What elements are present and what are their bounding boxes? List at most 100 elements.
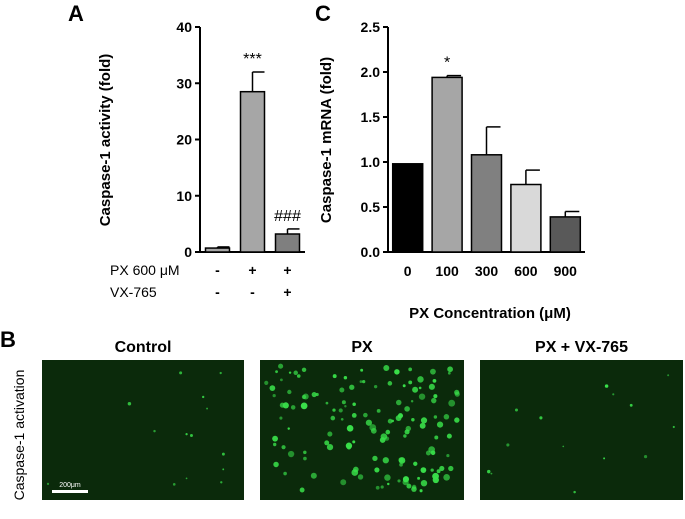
fluorescent-cell [303,456,307,461]
fluorescent-cell [288,371,292,374]
fluorescent-cell [269,385,276,391]
fluorescent-cell [351,413,357,418]
fluorescent-cell [397,413,404,419]
fluorescent-cell [376,408,381,413]
fluorescent-cell [418,386,422,390]
fluorescent-cell [603,457,606,460]
chart-c-ytick-label: 0.0 [361,244,381,260]
fluorescent-cell [402,479,409,486]
fluorescent-cell [296,374,301,378]
treatment-mark: - [215,262,220,278]
fluorescent-cell [283,471,287,476]
micrograph-row-label: Caspase-1 activation [11,370,27,501]
fluorescent-cell [404,406,410,412]
fluorescent-cell [418,393,426,400]
fluorescent-cell [408,380,413,385]
chart-c-ytick-label: 1.0 [361,154,381,170]
fluorescent-cell [303,450,307,455]
fluorescent-cell [667,374,670,377]
micrograph-panel: Caspase-1 activation Control PX PX + VX-76… [11,339,683,500]
chart-c-category-label: 0 [404,263,412,279]
fluorescent-cell [222,468,225,471]
fluorescent-cell [287,389,292,395]
fluorescent-cell [387,381,393,386]
fluorescent-cell [433,394,438,399]
fluorescent-cell [573,490,576,494]
fluorescent-cell [278,363,284,369]
fluorescent-cell [506,443,510,447]
fluorescent-cell [431,397,437,404]
fluorescent-cell [275,370,278,374]
scale-bar [52,490,88,493]
chart-c-category-label: 900 [554,263,578,279]
fluorescent-cell [399,462,403,467]
fluorescent-cell [345,442,353,449]
fluorescent-cell [351,469,359,476]
fluorescent-cell [408,367,413,372]
fluorescent-cell [293,370,298,376]
fluorescent-cell [346,425,354,432]
fluorescent-cell [299,487,305,493]
micrograph-image [480,360,683,500]
fluorescent-cell [436,469,441,474]
fluorescent-cell [432,472,439,480]
fluorescent-cell [375,485,380,490]
fluorescent-cell [219,371,222,375]
fluorescent-cell [373,385,378,389]
chart-a-ytick-label: 40 [176,19,192,35]
chart-a-bar [204,247,231,253]
fluorescent-cell [362,379,366,384]
chart-c-bar [510,183,542,253]
chart-c-category-label: 600 [514,263,538,279]
fluorescent-cell [380,485,384,489]
fluorescent-cell [419,422,426,429]
treatment-mark: + [248,262,256,278]
fluorescent-cell [338,408,343,413]
fluorescent-cell [436,421,444,428]
fluorescent-cell [343,375,348,380]
fluorescent-cell [374,467,380,473]
fluorescent-cell [220,481,223,484]
chart-c-significance-label: * [444,55,450,72]
chart-a-ytick-label: 30 [176,75,192,91]
fluorescent-cell [340,479,347,486]
scale-bar-label: 200μm [59,482,81,489]
fluorescent-cell [325,401,329,405]
fluorescent-cell [341,400,346,405]
fluorescent-cell [419,489,423,493]
fluorescent-cell [490,472,493,475]
chart-a-ytick-label: 10 [176,188,192,204]
fluorescent-cell [287,427,290,430]
fluorescent-cell [604,384,609,388]
chart-c-xlabel: PX Concentration (μM) [409,305,571,322]
fluorescent-cell [448,399,456,407]
fluorescent-cell [344,405,347,408]
treatment-mark: - [215,284,220,300]
chart-a-ylabel: Caspase-1 activity (fold) [97,54,114,227]
fluorescent-cell [332,408,336,412]
fluorescent-cell [281,445,286,450]
fluorescent-cell [273,461,279,468]
fluorescent-cell [443,474,450,481]
fluorescent-cell [279,416,283,420]
fluorescent-cell [349,384,355,390]
panel-letter-c: C [315,1,331,26]
fluorescent-cell [280,378,283,382]
fluorescent-cell [434,435,439,440]
fluorescent-cell [332,374,337,379]
micrograph-title: PX [351,339,373,356]
fluorescent-cell [127,402,132,406]
micrograph-title: PX + VX-765 [535,339,628,356]
fluorescent-cell [448,465,454,472]
fluorescent-cell [487,469,491,474]
fluorescent-cell [411,486,417,492]
fluorescent-cell [383,365,390,372]
fluorescent-cell [202,395,205,399]
fluorescent-cell [179,371,183,375]
fluorescent-cell [672,425,675,429]
fluorescent-cell [357,474,364,480]
fluorescent-cell [340,417,344,421]
fluorescent-cell [417,476,421,480]
fluorescent-cell [272,435,278,442]
panel-letter-b: B [0,327,16,352]
